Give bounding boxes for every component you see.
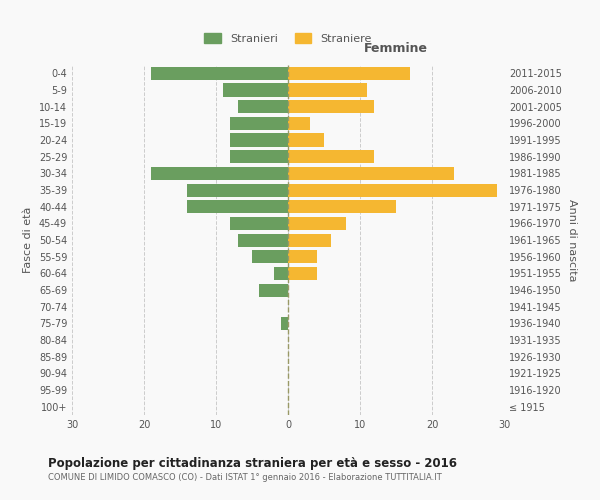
Bar — [288, 184, 497, 196]
Bar — [288, 200, 396, 213]
Legend: Stranieri, Straniere: Stranieri, Straniere — [200, 28, 376, 48]
Bar — [288, 250, 317, 263]
Bar — [252, 250, 288, 263]
Bar — [230, 150, 288, 163]
Bar — [288, 150, 374, 163]
Bar — [288, 234, 331, 246]
Bar — [238, 100, 288, 113]
Bar — [288, 117, 310, 130]
Bar — [288, 84, 367, 96]
Bar — [230, 117, 288, 130]
Bar — [230, 134, 288, 146]
Text: Femmine: Femmine — [364, 42, 428, 54]
Bar — [238, 234, 288, 246]
Text: COMUNE DI LIMIDO COMASCO (CO) - Dati ISTAT 1° gennaio 2016 - Elaborazione TUTTIT: COMUNE DI LIMIDO COMASCO (CO) - Dati IST… — [48, 472, 442, 482]
Bar — [288, 217, 346, 230]
Text: Popolazione per cittadinanza straniera per età e sesso - 2016: Popolazione per cittadinanza straniera p… — [48, 458, 457, 470]
Bar — [151, 67, 288, 80]
Y-axis label: Anni di nascita: Anni di nascita — [567, 198, 577, 281]
Bar — [281, 317, 288, 330]
Bar — [288, 100, 374, 113]
Bar — [223, 84, 288, 96]
Bar — [288, 67, 410, 80]
Bar — [230, 217, 288, 230]
Bar — [274, 267, 288, 280]
Bar — [288, 134, 324, 146]
Bar — [187, 200, 288, 213]
Y-axis label: Fasce di età: Fasce di età — [23, 207, 33, 273]
Bar — [187, 184, 288, 196]
Bar — [288, 167, 454, 180]
Bar — [259, 284, 288, 296]
Bar — [151, 167, 288, 180]
Bar — [288, 267, 317, 280]
